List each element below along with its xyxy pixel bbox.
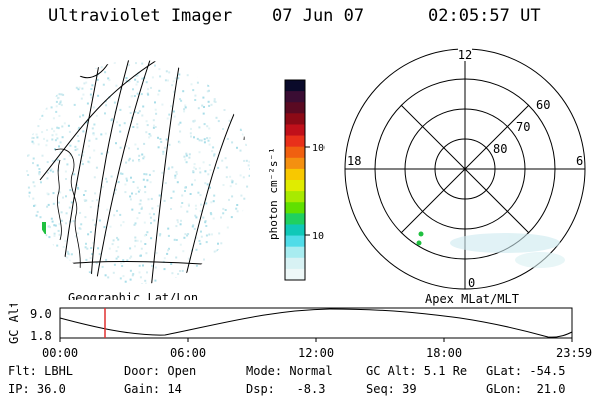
info-dsp: Dsp: -8.3 [246,382,326,396]
x-tick-0600: 06:00 [170,346,206,360]
colorbar-swatch [285,80,305,92]
colorbar-swatch [285,213,305,225]
mlt-label-18: 18 [347,154,361,168]
graticule-lines [26,60,250,284]
colorbar-swatch [285,135,305,148]
alt-tick-9: 9.0 [30,307,52,321]
time-label: 02:05:57 UT [428,6,541,26]
info-ip: IP: 36.0 [8,382,66,396]
info-glon: GLon: 21.0 [486,382,566,396]
color-bar: 100 10 photon cm⁻²s⁻¹ [267,79,325,281]
x-tick-1200: 12:00 [298,346,334,360]
polar-plot: 12 18 6 0 60 70 80 [344,47,586,290]
info-flt: Flt: LBHL [8,364,74,378]
info-glat: GLat: -54.5 [486,364,566,378]
colorbar-swatch [285,91,305,103]
mlt-label-6: 6 [576,154,583,168]
lat-label-80: 80 [493,142,507,156]
colorbar-unit-label: photon cm⁻²s⁻¹ [267,147,280,240]
polar-emission [450,233,565,268]
colorbar-swatch [285,257,305,270]
altitude-plot: GC Alt 9.0 1.8 00:00 06:00 12:00 18:00 2… [7,304,592,360]
geographic-image: Geographic Lat/Lon [26,60,250,300]
info-door: Door: Open [124,364,197,378]
mlt-label-0: 0 [468,276,475,290]
polar-panel-label: Apex MLat/MLT [425,292,519,306]
colorbar-swatch [285,180,305,192]
colorbar-swatch [285,113,305,125]
x-tick-0000: 00:00 [42,346,78,360]
mlt-label-12: 12 [458,48,472,62]
colorbar-swatch [285,202,305,214]
colorbar-swatch [285,191,305,203]
lat-label-60: 60 [536,98,550,112]
colorbar-tick-10: 10 [312,231,324,242]
info-mode: Mode: Normal [246,364,333,378]
colorbar-swatch [285,268,305,281]
colorbar-swatch [285,146,305,159]
x-tick-1800: 18:00 [426,346,462,360]
emission-spot [416,240,422,246]
altitude-axis-label: GC Alt [7,304,21,344]
instrument-title: Ultraviolet Imager [48,6,233,26]
x-tick-2359: 23:59 [556,346,592,360]
colorbar-swatch [285,102,305,114]
info-seq: Seq: 39 [366,382,417,396]
colorbar-swatch [285,246,305,259]
altitude-x-ticks [59,338,573,342]
geo-panel-label: Geographic Lat/Lon [68,291,198,300]
emission-spot [418,231,424,237]
info-gc-alt: GC Alt: 5.1 Re [366,364,468,378]
altitude-curve [59,308,573,338]
info-gain: Gain: 14 [124,382,182,396]
date-label: 07 Jun 07 [272,6,365,26]
color-bar-swatches [285,80,305,281]
alt-tick-1-8: 1.8 [30,329,52,343]
colorbar-swatch [285,124,305,137]
colorbar-swatch [285,168,305,181]
colorbar-swatch [285,157,305,170]
colorbar-swatch [285,224,305,237]
colorbar-swatch [285,235,305,248]
lat-label-70: 70 [516,120,530,134]
polar-diagonal-2 [400,104,530,234]
colorbar-tick-100: 100 [312,143,325,154]
